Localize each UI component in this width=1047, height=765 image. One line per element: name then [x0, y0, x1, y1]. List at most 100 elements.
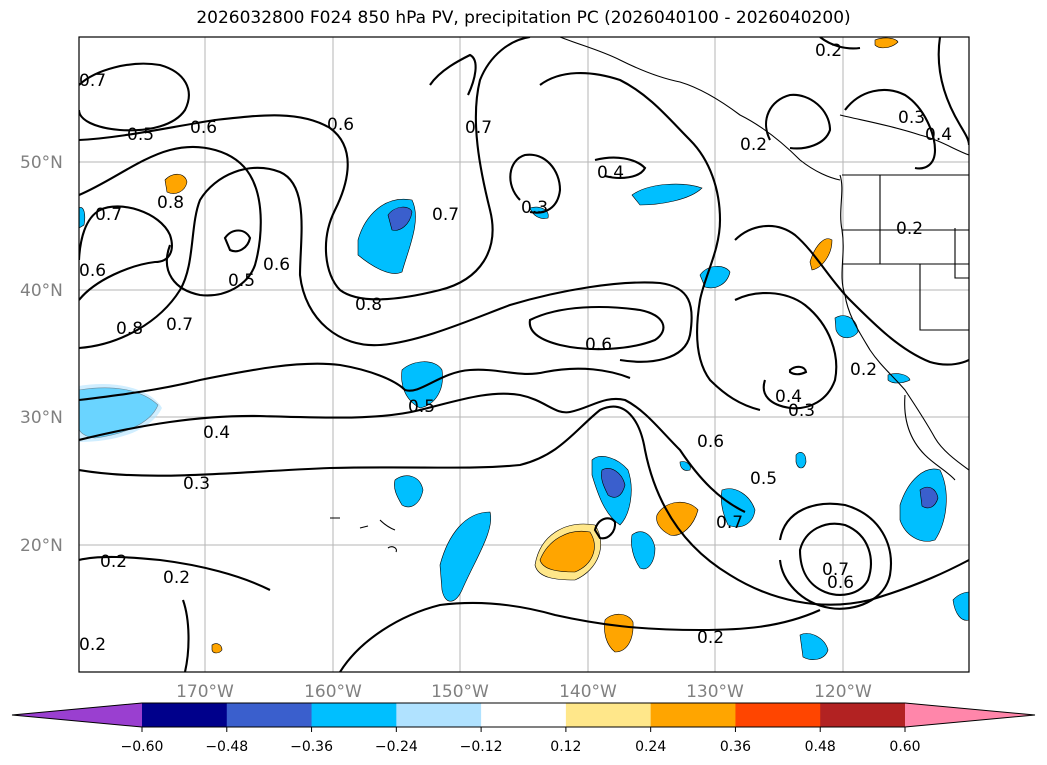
- precip-pos-area: [874, 37, 899, 49]
- contour-label: 0.2: [815, 41, 842, 61]
- precip-neg-area: [679, 461, 691, 471]
- precip-pos-area: [604, 613, 634, 653]
- lon-label: 130°W: [686, 682, 744, 702]
- colorbar-tick-label: −0.60: [121, 739, 164, 755]
- colorbar-tick-label: −0.24: [375, 739, 418, 755]
- colorbar-tick-label: 0.24: [635, 739, 666, 755]
- contour-label: 0.3: [788, 401, 815, 421]
- colorbar-extend-low: [12, 703, 142, 727]
- precip-neg-area: [601, 468, 626, 498]
- lat-label: 40°N: [20, 281, 63, 301]
- contour-label: 0.4: [597, 163, 624, 183]
- plot-area: 0.2 0.3 0.4 0.5 0.6 0.7 0.8 0.5 0.6 0.6 …: [79, 37, 969, 672]
- precip-neg-area: [439, 511, 492, 602]
- precip-neg-area: [799, 633, 829, 660]
- colorbar-tick-label: −0.36: [290, 739, 333, 755]
- precip-neg-area: [79, 207, 86, 229]
- precip-shading: [79, 37, 969, 660]
- precip-neg-area: [834, 315, 859, 339]
- contour-label: 0.2: [100, 552, 127, 572]
- contour-label: 0.3: [183, 474, 210, 494]
- precip-neg-area: [887, 373, 911, 384]
- colorbar-extend-high: [905, 703, 1035, 727]
- contour-label: 0.6: [827, 573, 854, 593]
- contour-label: 0.8: [116, 319, 143, 339]
- lon-label: 140°W: [559, 682, 617, 702]
- contour-label: 0.6: [79, 261, 106, 281]
- contour-label: 0.4: [925, 125, 952, 145]
- contour-label: 0.5: [127, 125, 154, 145]
- contour-label: 0.2: [163, 568, 190, 588]
- contour-label: 0.7: [465, 118, 492, 138]
- colorbar-tick-label: 0.12: [550, 739, 581, 755]
- contour-label: 0.4: [203, 423, 230, 443]
- colorbar-segment: [735, 703, 821, 727]
- precip-neg-area: [631, 183, 703, 206]
- lon-label: 150°W: [431, 682, 489, 702]
- lat-label: 20°N: [20, 536, 63, 556]
- colorbar-segment: [396, 703, 482, 727]
- contour-label: 0.3: [898, 108, 925, 128]
- contour-label: 0.6: [263, 255, 290, 275]
- lon-label: 160°W: [304, 682, 362, 702]
- lat-label: 30°N: [20, 408, 63, 428]
- precip-pos-area: [211, 643, 223, 654]
- precip-neg-area: [919, 486, 939, 509]
- lat-axis: 50°N 40°N 30°N 20°N: [20, 153, 63, 556]
- colorbar-segment: [481, 703, 567, 727]
- contour-label: 0.7: [432, 205, 459, 225]
- lon-axis: 170°W 160°W 150°W 140°W 130°W 120°W: [176, 682, 872, 702]
- precip-neg-area: [795, 452, 807, 469]
- colorbar-tick-label: 0.36: [720, 739, 751, 755]
- coastlines: [330, 37, 969, 553]
- contour-label: 0.2: [850, 360, 877, 380]
- contour-label: 0.5: [750, 469, 777, 489]
- colorbar-segment: [650, 703, 736, 727]
- colorbar-segment: [820, 703, 906, 727]
- precip-neg-area: [394, 475, 424, 508]
- pv-contours: [79, 37, 969, 672]
- contour-label: 0.7: [95, 205, 122, 225]
- precip-neg-area: [952, 591, 969, 621]
- precip-pos-area: [539, 530, 595, 573]
- precip-neg-area: [387, 206, 413, 231]
- map-title: 2026032800 F024 850 hPa PV, precipitatio…: [196, 8, 851, 28]
- contour-label: 0.6: [697, 432, 724, 452]
- contour-label: 0.6: [190, 118, 217, 138]
- contour-label: 0.8: [355, 295, 382, 315]
- lon-label: 120°W: [814, 682, 872, 702]
- contour-label: 0.2: [896, 219, 923, 239]
- precip-pos-area: [809, 238, 833, 271]
- colorbar-tick-label: −0.48: [205, 739, 248, 755]
- contour-label: 0.4: [775, 387, 802, 407]
- lat-label: 50°N: [20, 153, 63, 173]
- colorbar-segment: [311, 703, 397, 727]
- contour-label: 0.7: [79, 71, 106, 91]
- map-frame: [78, 36, 970, 673]
- colorbar-segment: [565, 703, 652, 727]
- colorbar-tick-label: 0.48: [805, 739, 836, 755]
- lon-label: 170°W: [176, 682, 234, 702]
- contour-label: 0.5: [228, 271, 255, 291]
- precip-pos-area: [164, 173, 188, 194]
- precip-neg-area: [401, 361, 443, 409]
- contour-label: 0.2: [79, 635, 106, 655]
- contour-label: 0.3: [521, 198, 548, 218]
- contour-label: 0.6: [327, 115, 354, 135]
- contour-label: 0.6: [585, 335, 612, 355]
- colorbar-tick-label: −0.12: [460, 739, 503, 755]
- colorbar-tick-label: 0.60: [889, 739, 920, 755]
- colorbar: −0.60 −0.48 −0.36 −0.24 −0.12 0.12 0.24 0.36 0.4…: [11, 702, 1036, 755]
- contour-label: 0.2: [697, 628, 724, 648]
- colorbar-segment: [142, 703, 228, 727]
- contour-label: 0.2: [740, 135, 767, 155]
- contour-labels: 0.2 0.3 0.4 0.5 0.6 0.7 0.8 0.5 0.6 0.6 …: [79, 41, 952, 655]
- contour-label: 0.7: [166, 315, 193, 335]
- contour-label: 0.5: [408, 397, 435, 417]
- contour-label: 0.8: [157, 193, 184, 213]
- colorbar-segment: [226, 703, 313, 727]
- contour-label: 0.7: [822, 560, 849, 580]
- precip-neg-area: [631, 531, 656, 570]
- contour-label: 0.7: [716, 513, 743, 533]
